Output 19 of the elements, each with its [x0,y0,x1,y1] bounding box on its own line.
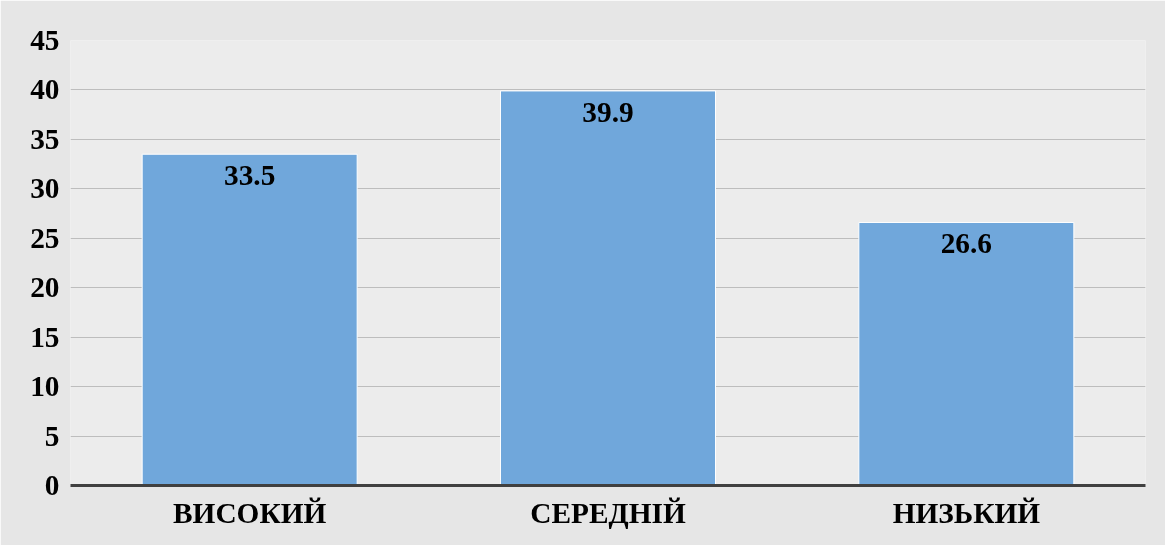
data-label: 39.9 [582,95,634,128]
bar [500,90,716,486]
y-tick-label: 10 [30,370,60,403]
data-label: 33.5 [224,159,276,192]
y-tick-label: 20 [30,271,60,304]
y-tick-label: 45 [30,24,60,56]
y-tick-label: 25 [30,221,60,254]
y-tick-label: 5 [44,419,60,452]
y-tick-label: 0 [44,469,60,501]
x-tick-label: СЕРЕДНІЙ [530,496,686,529]
bar [858,221,1075,486]
x-tick-label: ВИСОКИЙ [173,496,327,529]
y-tick-label: 35 [30,122,60,155]
bar [141,153,358,486]
x-tick-label: НИЗЬКИЙ [892,496,1041,529]
data-label: 26.6 [940,227,992,260]
y-tick-label: 40 [30,73,60,106]
y-tick-label: 15 [30,320,60,353]
y-tick-label: 30 [30,172,60,205]
